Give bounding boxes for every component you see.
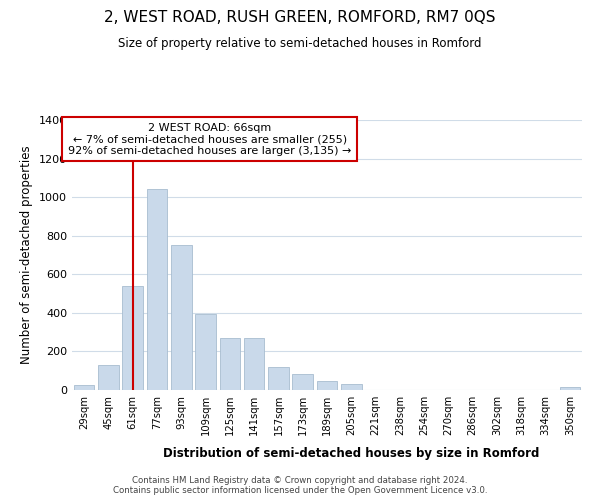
Text: Size of property relative to semi-detached houses in Romford: Size of property relative to semi-detach…: [118, 38, 482, 51]
Text: Distribution of semi-detached houses by size in Romford: Distribution of semi-detached houses by …: [163, 448, 539, 460]
Bar: [268, 367, 289, 390]
Bar: [146, 190, 167, 390]
Y-axis label: Number of semi-detached properties: Number of semi-detached properties: [20, 146, 34, 364]
Text: Contains HM Land Registry data © Crown copyright and database right 2024.
Contai: Contains HM Land Registry data © Crown c…: [113, 476, 487, 495]
Bar: [220, 338, 240, 390]
Bar: [317, 382, 337, 390]
Bar: [244, 338, 265, 390]
Bar: [98, 365, 119, 390]
Text: 2, WEST ROAD, RUSH GREEN, ROMFORD, RM7 0QS: 2, WEST ROAD, RUSH GREEN, ROMFORD, RM7 0…: [104, 10, 496, 25]
Bar: [122, 286, 143, 390]
Bar: [292, 374, 313, 390]
Bar: [171, 246, 191, 390]
Bar: [195, 314, 216, 390]
Bar: [560, 387, 580, 390]
Bar: [74, 384, 94, 390]
Bar: [341, 384, 362, 390]
Text: 2 WEST ROAD: 66sqm
← 7% of semi-detached houses are smaller (255)
92% of semi-de: 2 WEST ROAD: 66sqm ← 7% of semi-detached…: [68, 122, 352, 156]
